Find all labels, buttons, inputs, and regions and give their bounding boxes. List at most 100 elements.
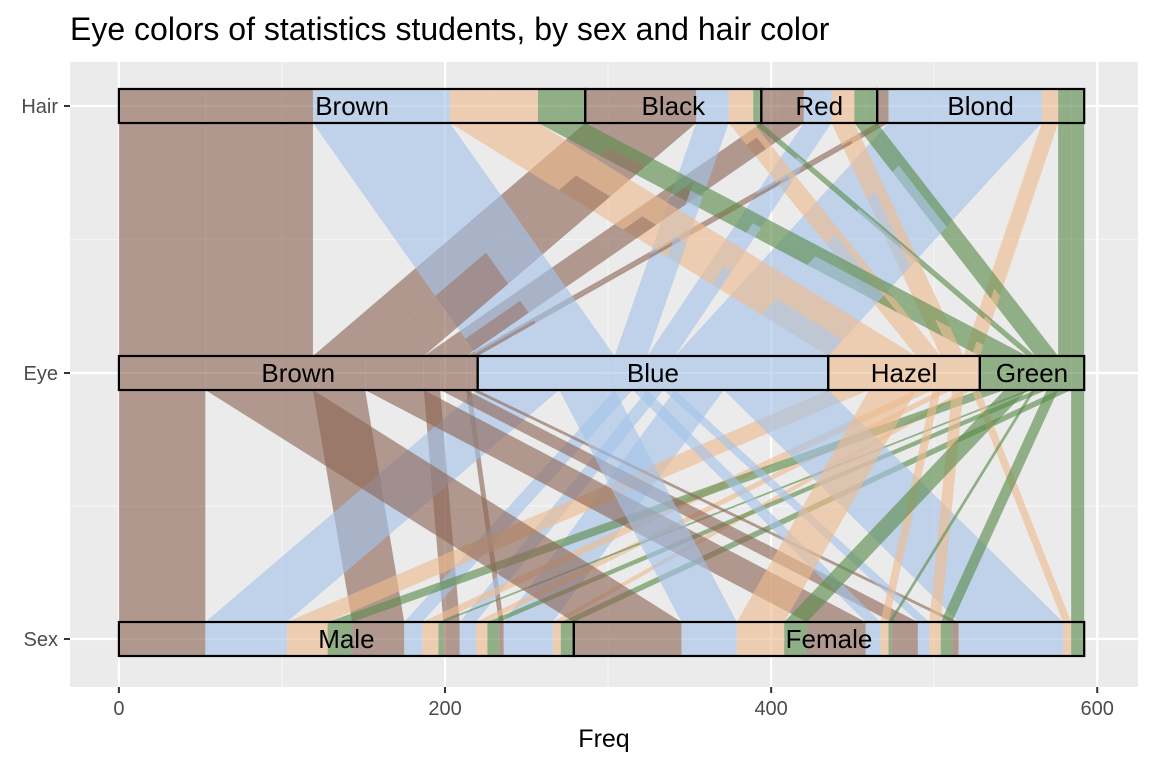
lode <box>820 89 832 123</box>
lode <box>761 89 778 123</box>
flow-ribbon <box>487 390 1047 622</box>
lode <box>932 356 941 390</box>
lode <box>952 356 964 390</box>
lode <box>1046 356 1059 390</box>
lode <box>537 89 563 123</box>
lode <box>286 622 328 656</box>
stratum-label-hair-black: Black <box>642 91 707 121</box>
lode <box>1032 356 1036 390</box>
lode <box>916 356 933 390</box>
flow-ribbon <box>1058 123 1072 356</box>
lode <box>882 89 889 123</box>
lode <box>560 622 574 656</box>
lode <box>880 622 889 656</box>
flow-ribbon <box>663 390 930 622</box>
stratum-label-eye-brown: Brown <box>261 358 335 388</box>
flow-ribbon <box>205 390 560 622</box>
flow-ribbon <box>312 123 560 356</box>
flow-brown-brown-male <box>118 89 206 656</box>
lode <box>745 89 754 123</box>
lode <box>865 89 878 123</box>
stratum-hair-blond <box>876 87 1086 125</box>
stratum-label-hair-brown: Brown <box>315 91 389 121</box>
flow-ribbon <box>758 123 1036 356</box>
lode <box>854 89 866 123</box>
flow-ribbon <box>888 390 1036 622</box>
lode <box>1058 356 1072 390</box>
lode <box>753 89 759 123</box>
lode <box>312 89 395 123</box>
lode <box>1041 89 1050 123</box>
lode <box>828 356 869 390</box>
flow-ribbon <box>940 390 1059 622</box>
lode <box>440 356 467 390</box>
stratum-label-eye-green: Green <box>996 358 1068 388</box>
flow-ribbon <box>745 123 941 356</box>
lode <box>888 622 892 656</box>
lode <box>404 622 423 656</box>
y-tick-label-eye: Eye <box>24 363 58 385</box>
flow-ribbon <box>971 123 1059 356</box>
lode <box>205 622 287 656</box>
lode <box>205 356 313 390</box>
lode <box>979 356 1005 390</box>
flow-ribbon <box>736 390 917 622</box>
lode <box>573 622 682 656</box>
flow-brown-green-female <box>562 89 1028 656</box>
lode <box>312 356 366 390</box>
lode <box>562 89 586 123</box>
lode <box>443 622 460 656</box>
lode <box>736 622 785 656</box>
lode <box>663 356 675 390</box>
lode <box>940 356 953 390</box>
lode <box>877 89 883 123</box>
flow-brown-brown-female <box>205 89 682 656</box>
stratum-sex-female <box>572 620 1086 658</box>
lode <box>466 356 472 390</box>
lode <box>728 89 746 123</box>
lode <box>118 622 206 656</box>
lode <box>842 89 855 123</box>
lode <box>1062 622 1072 656</box>
lode <box>438 622 444 656</box>
lode <box>831 89 843 123</box>
x-tick-label: 400 <box>754 698 787 720</box>
lode <box>888 89 938 123</box>
strata: Brown Black Red Blond Brown Blue Hazel Green Mal… <box>117 87 1086 658</box>
flow-brown-hazel-female <box>490 89 917 656</box>
x-tick-label: 200 <box>428 698 461 720</box>
flow-ribbon <box>784 390 1028 622</box>
axes: Hair Eye Sex 0 200 400 600 <box>21 96 1114 720</box>
lode <box>477 356 560 390</box>
flow-ribbon <box>562 123 1028 356</box>
flows <box>118 89 1085 656</box>
flow-ribbon <box>286 390 869 622</box>
y-tick-label-sex: Sex <box>24 629 58 651</box>
lode <box>865 622 881 656</box>
lode <box>803 89 821 123</box>
lode <box>1035 356 1047 390</box>
lode <box>777 89 804 123</box>
flow-ribbon <box>1071 390 1085 622</box>
lode <box>1027 356 1033 390</box>
lode <box>952 622 959 656</box>
flow-red-blue-female <box>663 89 930 656</box>
lode <box>637 89 697 123</box>
flow-brown-hazel-male <box>286 89 869 656</box>
flow-ribbon <box>449 123 869 356</box>
lode <box>352 622 405 656</box>
lode <box>487 622 499 656</box>
flow-brown-blue-male <box>205 89 560 656</box>
flow-ribbon <box>632 390 881 622</box>
lode <box>758 89 762 123</box>
lode <box>723 356 829 390</box>
lode <box>394 89 450 123</box>
lode <box>422 622 439 656</box>
flow-ribbon <box>205 123 313 356</box>
lode <box>940 622 953 656</box>
lode <box>118 356 206 390</box>
lode <box>585 89 638 123</box>
flow-ribbon <box>963 123 1050 356</box>
lode <box>552 622 561 656</box>
